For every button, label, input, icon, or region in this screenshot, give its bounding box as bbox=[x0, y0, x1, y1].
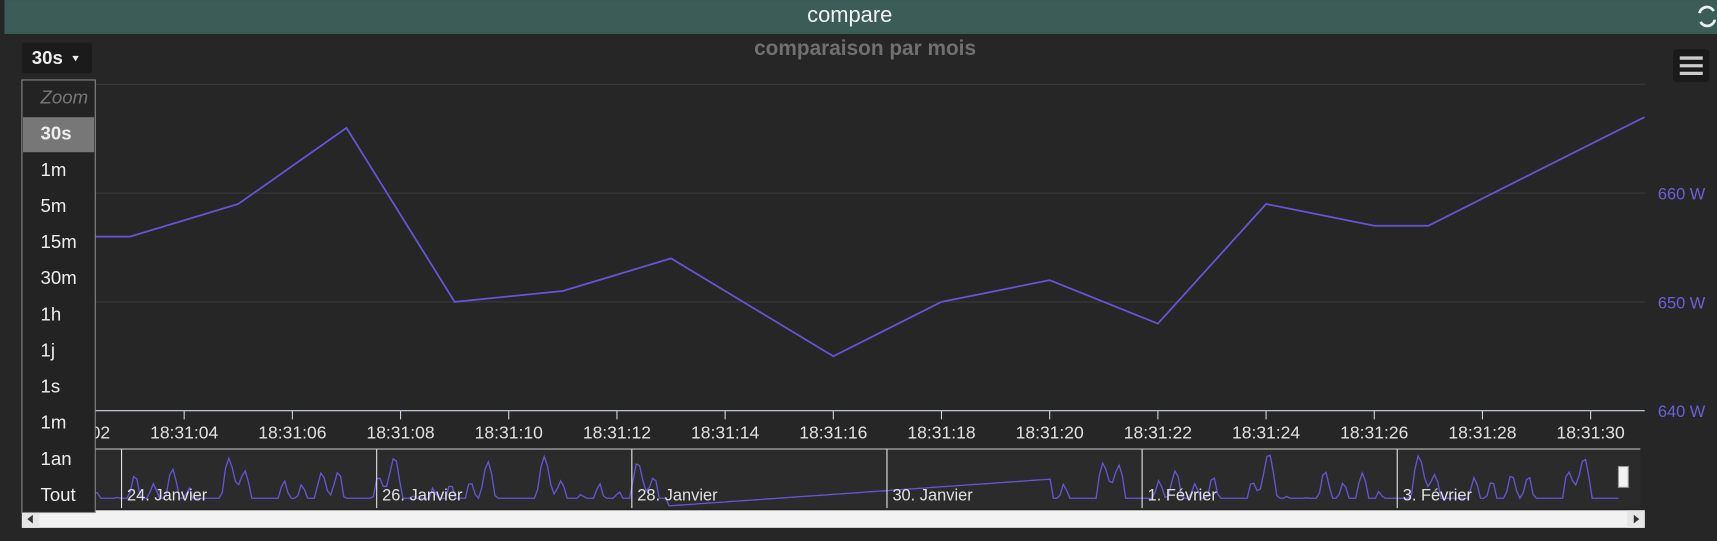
navigator-series bbox=[21, 452, 1619, 507]
y-tick-label: 650 W bbox=[1658, 294, 1706, 312]
menu-item-selected bbox=[22, 117, 95, 153]
menu-header: Zoom bbox=[40, 87, 89, 108]
refresh-icon[interactable] bbox=[1698, 5, 1717, 28]
range-button[interactable] bbox=[21, 42, 92, 74]
scroll-left-arrow bbox=[27, 514, 33, 524]
x-tick-label: 18:31:18 bbox=[907, 422, 975, 442]
menu-item[interactable]: 1s bbox=[41, 376, 61, 397]
menu-item[interactable]: 15m bbox=[41, 231, 77, 252]
data-line bbox=[21, 116, 1645, 358]
x-tick-label: 18:31:10 bbox=[475, 422, 543, 442]
x-tick-label: 18:31:20 bbox=[1016, 422, 1084, 442]
x-tick-label: 18:31:06 bbox=[258, 422, 326, 442]
menu-item[interactable]: 30s bbox=[41, 123, 72, 144]
navigator-label: 24. Janvier bbox=[127, 486, 208, 504]
x-tick-label: 18:31:08 bbox=[366, 422, 434, 442]
menu-item[interactable]: 1h bbox=[41, 303, 62, 324]
x-tick-label: 18:31:24 bbox=[1232, 422, 1300, 442]
dropdown-arrow bbox=[72, 55, 79, 62]
navigator-label: 30. Janvier bbox=[892, 486, 973, 504]
menu-item[interactable]: 1an bbox=[41, 448, 72, 469]
x-tick-label: 18:31:14 bbox=[691, 422, 759, 442]
x-tick-label: 18:31:12 bbox=[583, 422, 651, 442]
header-bar bbox=[4, 0, 1717, 34]
navigator-label: 1. Février bbox=[1148, 486, 1218, 504]
y-tick-label: 640 W bbox=[1658, 403, 1706, 421]
scroll-right-arrow bbox=[1633, 514, 1640, 524]
navigator-label: 26. Janvier bbox=[382, 486, 463, 504]
scrollbar-track bbox=[21, 510, 1645, 528]
x-tick-label: 18:31:30 bbox=[1557, 422, 1625, 442]
navigator-label: 3. Février bbox=[1403, 486, 1473, 504]
y-tick-label: 660 W bbox=[1658, 186, 1706, 204]
header-title: compare bbox=[807, 2, 892, 27]
navigator-label: 28. Janvier bbox=[637, 486, 718, 504]
navigator-handle[interactable] bbox=[1617, 465, 1629, 488]
x-tick-label: 18:31:26 bbox=[1340, 422, 1408, 442]
menu-item[interactable]: 1j bbox=[41, 339, 55, 360]
hamburger-icon bbox=[1679, 56, 1703, 76]
x-tick-label: 18:31:04 bbox=[150, 422, 218, 442]
menu-item[interactable]: Tout bbox=[41, 484, 77, 505]
menu-item[interactable]: 30m bbox=[41, 267, 77, 288]
x-tick-label: 18:31:22 bbox=[1124, 422, 1192, 442]
menu-item[interactable]: 5m bbox=[41, 195, 67, 216]
x-tick-label: 18:31:16 bbox=[799, 422, 867, 442]
chart-title: comparaison par mois bbox=[754, 37, 976, 60]
menu-item[interactable]: 1m bbox=[41, 412, 67, 433]
range-button-label[interactable]: 30s bbox=[32, 47, 63, 68]
x-tick-label: 18:31:28 bbox=[1448, 422, 1516, 442]
menu-item[interactable]: 1m bbox=[41, 159, 67, 180]
